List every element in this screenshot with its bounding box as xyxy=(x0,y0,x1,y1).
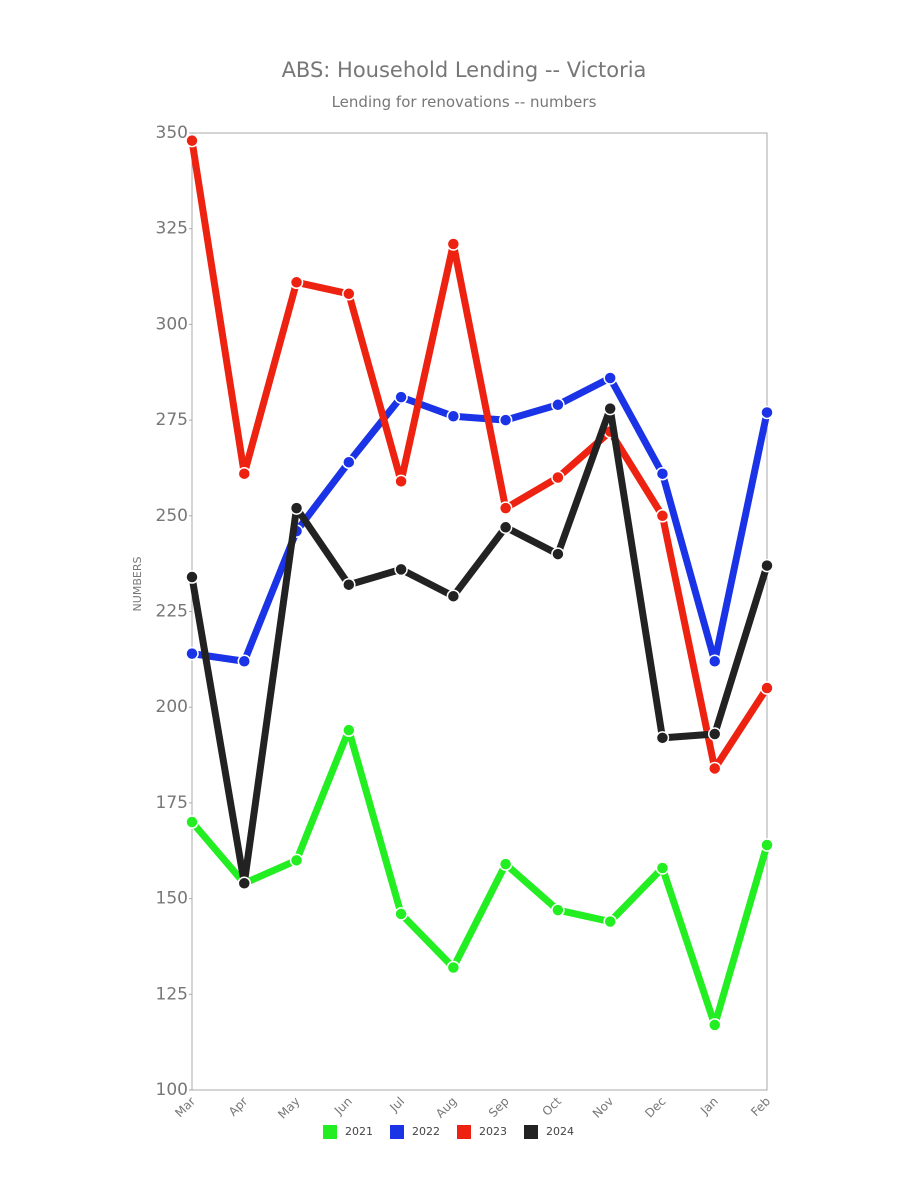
data-point xyxy=(185,570,199,584)
data-point xyxy=(707,761,722,776)
y-tick-label: 150 xyxy=(156,889,188,909)
data-point xyxy=(551,547,565,561)
data-point xyxy=(237,466,252,481)
data-point xyxy=(498,857,513,871)
data-point xyxy=(446,589,461,603)
y-tick-label: 300 xyxy=(156,314,188,334)
data-point xyxy=(446,409,461,424)
y-tick-label: 250 xyxy=(156,506,188,526)
data-point xyxy=(655,509,670,523)
data-point xyxy=(603,371,617,385)
series-line xyxy=(189,726,771,1029)
y-tick-label: 275 xyxy=(156,410,188,430)
data-point xyxy=(498,413,513,427)
data-point xyxy=(446,237,461,251)
data-point xyxy=(185,646,199,661)
y-tick-label: 125 xyxy=(156,984,188,1004)
legend-label: 2024 xyxy=(546,1125,574,1138)
y-tick-label: 175 xyxy=(156,793,188,813)
y-tick-label: 225 xyxy=(156,602,188,622)
data-point xyxy=(760,838,774,852)
legend-label: 2022 xyxy=(412,1125,440,1138)
data-point xyxy=(289,501,304,515)
data-point xyxy=(760,405,774,420)
data-point xyxy=(394,474,408,489)
x-tick-label: Jun xyxy=(331,1094,355,1118)
data-point xyxy=(551,903,565,917)
data-point xyxy=(394,562,408,577)
data-point xyxy=(655,861,670,875)
x-tick-label: May xyxy=(275,1094,302,1121)
data-point xyxy=(498,501,513,515)
chart-title: ABS: Household Lending -- Victoria xyxy=(282,58,647,82)
x-tick-label: Dec xyxy=(642,1094,668,1120)
chart-subtitle: Lending for renovations -- numbers xyxy=(332,93,597,111)
legend-swatch xyxy=(390,1125,404,1139)
data-point xyxy=(185,815,199,829)
y-tick-label: 200 xyxy=(156,697,188,717)
legend-label: 2021 xyxy=(345,1125,373,1138)
data-point xyxy=(760,681,774,695)
x-tick-label: Sep xyxy=(486,1094,512,1120)
x-tick-label: Jul xyxy=(386,1094,407,1115)
data-point xyxy=(655,466,670,481)
data-point xyxy=(342,577,356,592)
data-point xyxy=(342,287,356,301)
y-tick-label: 100 xyxy=(156,1080,188,1100)
y-tick-label: 350 xyxy=(156,123,188,143)
legend-swatch xyxy=(323,1125,337,1139)
x-tick-label: Nov xyxy=(590,1094,616,1120)
data-point xyxy=(498,520,513,535)
data-point xyxy=(707,654,722,669)
data-point xyxy=(289,853,304,868)
x-tick-label: Jan xyxy=(697,1094,721,1118)
data-point xyxy=(551,470,565,485)
data-point xyxy=(655,731,670,745)
x-tick-label: Oct xyxy=(539,1094,564,1119)
data-point xyxy=(707,1018,722,1032)
data-point xyxy=(551,398,565,412)
data-point xyxy=(237,654,252,669)
legend-swatch xyxy=(524,1125,538,1139)
series-line xyxy=(188,140,770,772)
data-point xyxy=(446,960,461,975)
x-tick-label: Feb xyxy=(748,1094,773,1119)
x-tick-label: Apr xyxy=(226,1094,251,1119)
data-point xyxy=(707,727,722,741)
y-axis-label: NUMBERS xyxy=(131,557,144,612)
series-line xyxy=(188,405,771,887)
data-point xyxy=(185,133,199,148)
data-point xyxy=(603,401,617,416)
data-point xyxy=(760,558,774,573)
data-point xyxy=(342,723,356,737)
legend-label: 2023 xyxy=(479,1125,507,1138)
x-tick-label: Aug xyxy=(433,1094,459,1120)
data-point xyxy=(394,907,408,921)
data-point xyxy=(289,275,304,290)
data-point xyxy=(237,876,252,891)
data-point xyxy=(603,914,617,929)
data-point xyxy=(342,455,356,469)
data-point xyxy=(394,390,408,404)
legend-swatch xyxy=(457,1125,471,1139)
y-tick-label: 325 xyxy=(156,219,188,239)
